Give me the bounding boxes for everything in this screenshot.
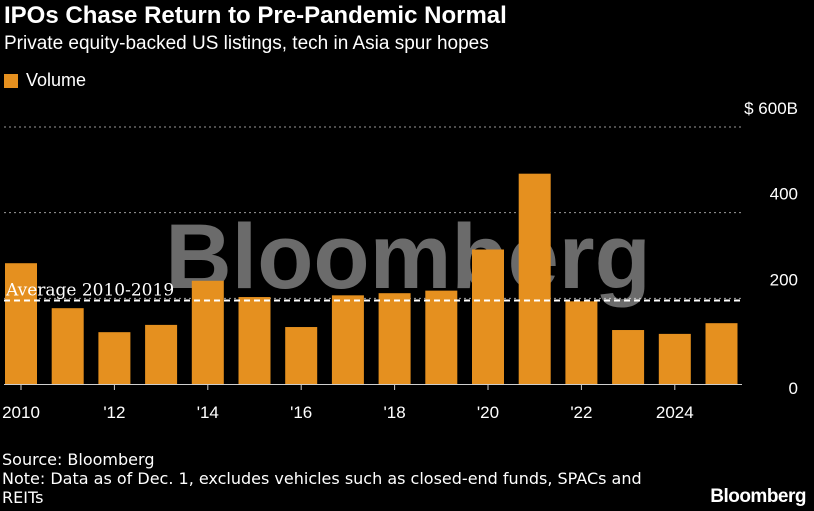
bar-2010: [5, 263, 37, 384]
bar-2021: [518, 173, 551, 384]
bloomberg-logo: Bloomberg: [710, 486, 806, 507]
bar-chart: Bloomberg Average 2010-2019 2010 '12 '14 '1…: [2, 99, 798, 422]
average-line-label: Average 2010-2019: [5, 280, 174, 300]
bar-2023: [612, 330, 645, 384]
bar-2016: [285, 327, 318, 384]
bar-2014: [191, 280, 224, 384]
x-tick-label: '12: [103, 403, 125, 422]
source-notes: Source: Bloomberg Note: Data as of Dec. …: [2, 450, 682, 507]
bar-2022: [565, 301, 598, 384]
x-tick-label: '20: [477, 403, 499, 422]
y-tick-label: 400: [770, 185, 798, 204]
bar-2015: [238, 297, 271, 384]
y-tick-label: $ 600B: [744, 99, 798, 118]
bar-2011: [51, 308, 84, 384]
legend-label: Volume: [26, 70, 87, 90]
y-tick-label: 0: [789, 379, 798, 398]
legend: Volume: [4, 70, 86, 91]
bar-2019: [425, 290, 458, 384]
chart-title: IPOs Chase Return to Pre-Pandemic Normal: [4, 2, 507, 29]
bar-2024: [658, 333, 691, 384]
bar-2012: [98, 332, 131, 384]
bar-2017: [331, 295, 364, 384]
x-tick-label: '22: [570, 403, 592, 422]
watermark: Bloomberg: [165, 206, 651, 308]
bar-2013: [145, 324, 178, 384]
x-tick-label: 2024: [656, 403, 694, 422]
bar-2020: [472, 249, 504, 384]
x-tick-label: '14: [197, 403, 219, 422]
x-tick-label: 2010: [2, 403, 40, 422]
legend-swatch: [4, 73, 18, 88]
x-tick-label: '18: [384, 403, 406, 422]
x-tick-label: '16: [290, 403, 312, 422]
chart-subtitle: Private equity-backed US listings, tech …: [4, 33, 489, 54]
source-text: Source: Bloomberg: [2, 450, 155, 469]
bar-2025: [705, 323, 738, 384]
note-text: Note: Data as of Dec. 1, excludes vehicl…: [2, 469, 642, 507]
bar-2018: [378, 293, 411, 384]
y-tick-label: 200: [770, 270, 798, 289]
